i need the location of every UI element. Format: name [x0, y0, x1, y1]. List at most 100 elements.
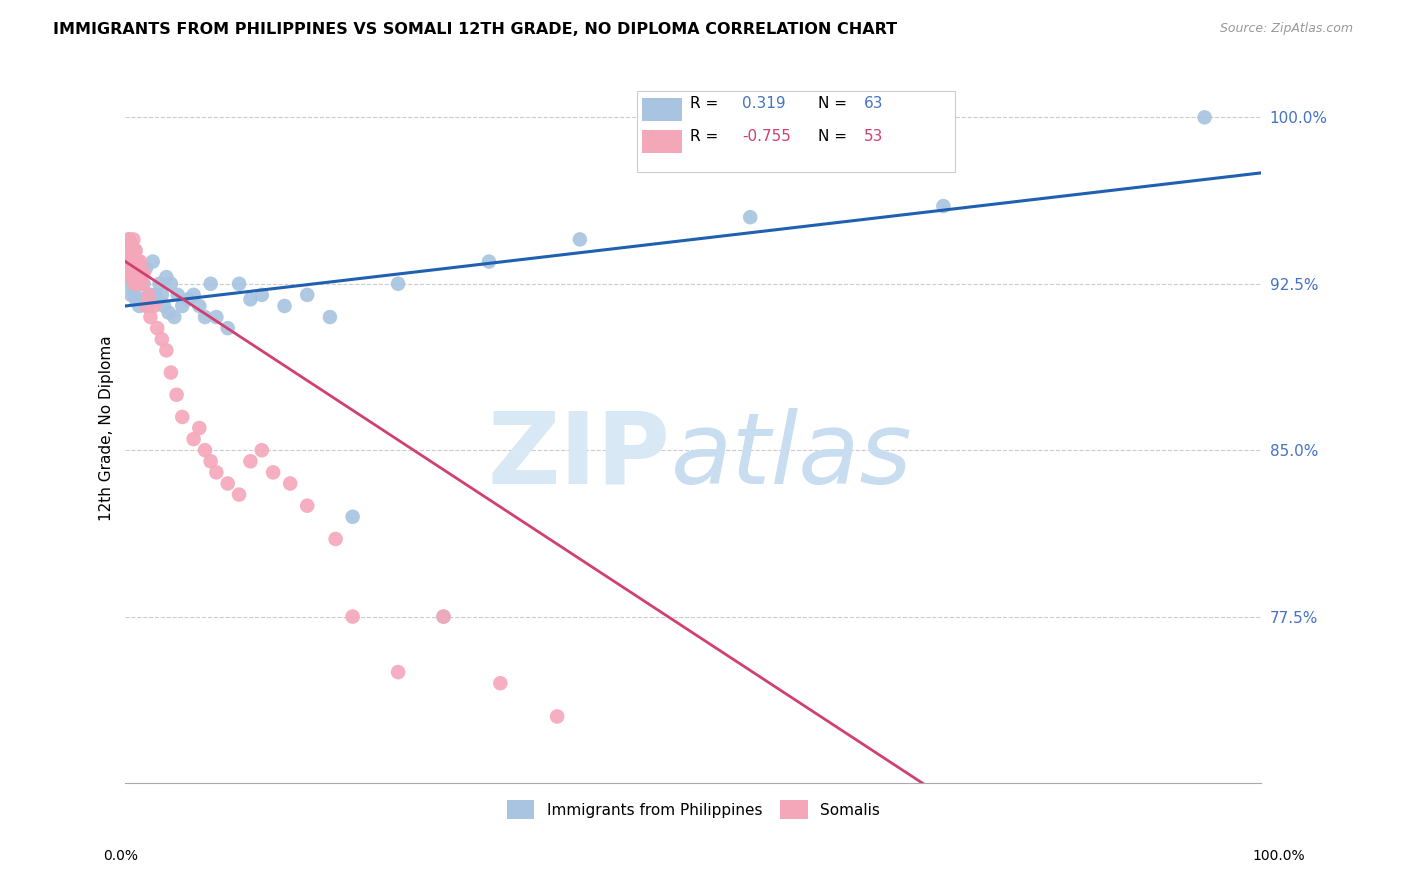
Point: [155, 270, 177, 285]
Text: R =: R =: [690, 96, 723, 111]
Point: [188, 299, 211, 313]
Point: [319, 310, 342, 324]
Point: [122, 232, 145, 246]
Point: [120, 248, 142, 262]
Point: [172, 299, 194, 313]
Y-axis label: 12th Grade, No Diploma: 12th Grade, No Diploma: [100, 335, 114, 521]
Point: [1194, 111, 1216, 125]
Point: [118, 232, 141, 246]
Point: [118, 261, 141, 276]
Point: [125, 244, 148, 258]
Point: [124, 261, 146, 276]
Point: [172, 409, 194, 424]
Text: 63: 63: [863, 96, 883, 111]
Point: [228, 487, 250, 501]
Point: [132, 277, 155, 291]
Point: [125, 266, 148, 280]
Point: [273, 299, 295, 313]
Point: [115, 254, 138, 268]
Point: [157, 305, 180, 319]
Point: [122, 277, 145, 291]
Point: [124, 277, 146, 291]
Point: [136, 299, 159, 313]
Point: [131, 293, 153, 307]
Point: [139, 310, 162, 324]
Point: [325, 532, 347, 546]
Point: [932, 199, 955, 213]
Point: [342, 609, 364, 624]
Text: IMMIGRANTS FROM PHILIPPINES VS SOMALI 12TH GRADE, NO DIPLOMA CORRELATION CHART: IMMIGRANTS FROM PHILIPPINES VS SOMALI 12…: [53, 22, 897, 37]
Point: [125, 277, 148, 291]
Point: [128, 266, 150, 280]
Point: [160, 277, 183, 291]
Point: [128, 299, 150, 313]
Point: [122, 254, 145, 268]
Point: [262, 466, 284, 480]
Point: [118, 254, 141, 268]
Point: [120, 288, 142, 302]
Point: [118, 270, 141, 285]
Point: [117, 266, 139, 280]
Point: [217, 321, 239, 335]
Point: [166, 288, 188, 302]
Point: [200, 277, 222, 291]
Point: [118, 261, 141, 276]
Text: N =: N =: [818, 96, 852, 111]
Point: [124, 288, 146, 302]
Point: [177, 293, 200, 307]
Point: [127, 270, 149, 285]
Point: [146, 321, 169, 335]
Point: [117, 244, 139, 258]
Point: [568, 232, 591, 246]
Point: [188, 421, 211, 435]
Point: [129, 277, 152, 291]
Point: [125, 293, 148, 307]
Point: [183, 288, 205, 302]
Text: 100.0%: 100.0%: [1253, 849, 1305, 863]
Text: ZIP: ZIP: [488, 408, 671, 505]
FancyBboxPatch shape: [643, 98, 682, 120]
Point: [297, 288, 319, 302]
Point: [131, 266, 153, 280]
Point: [478, 254, 501, 268]
Point: [387, 665, 409, 679]
Point: [250, 288, 273, 302]
Point: [183, 432, 205, 446]
Point: [118, 244, 141, 258]
Point: [125, 277, 148, 291]
Point: [136, 288, 159, 302]
Point: [278, 476, 301, 491]
Point: [228, 277, 250, 291]
Point: [432, 609, 454, 624]
Point: [250, 443, 273, 458]
Text: 0.0%: 0.0%: [103, 849, 138, 863]
Point: [121, 266, 143, 280]
Point: [153, 299, 176, 313]
Point: [132, 266, 155, 280]
Point: [387, 277, 409, 291]
Point: [150, 332, 173, 346]
Point: [117, 244, 139, 258]
Point: [148, 277, 170, 291]
Point: [118, 277, 141, 291]
Text: R =: R =: [690, 128, 723, 144]
Text: 53: 53: [863, 128, 883, 144]
Point: [135, 299, 157, 313]
Point: [117, 266, 139, 280]
Point: [740, 211, 762, 225]
Point: [163, 310, 186, 324]
Point: [124, 248, 146, 262]
Point: [143, 288, 166, 302]
Text: N =: N =: [818, 128, 852, 144]
Point: [125, 254, 148, 268]
Point: [121, 254, 143, 268]
Point: [121, 239, 143, 253]
Legend: Immigrants from Philippines, Somalis: Immigrants from Philippines, Somalis: [501, 794, 886, 825]
Point: [297, 499, 319, 513]
Point: [432, 609, 454, 624]
Point: [166, 388, 188, 402]
Point: [342, 509, 364, 524]
Text: -0.755: -0.755: [742, 128, 792, 144]
Point: [194, 443, 217, 458]
Point: [142, 299, 165, 313]
